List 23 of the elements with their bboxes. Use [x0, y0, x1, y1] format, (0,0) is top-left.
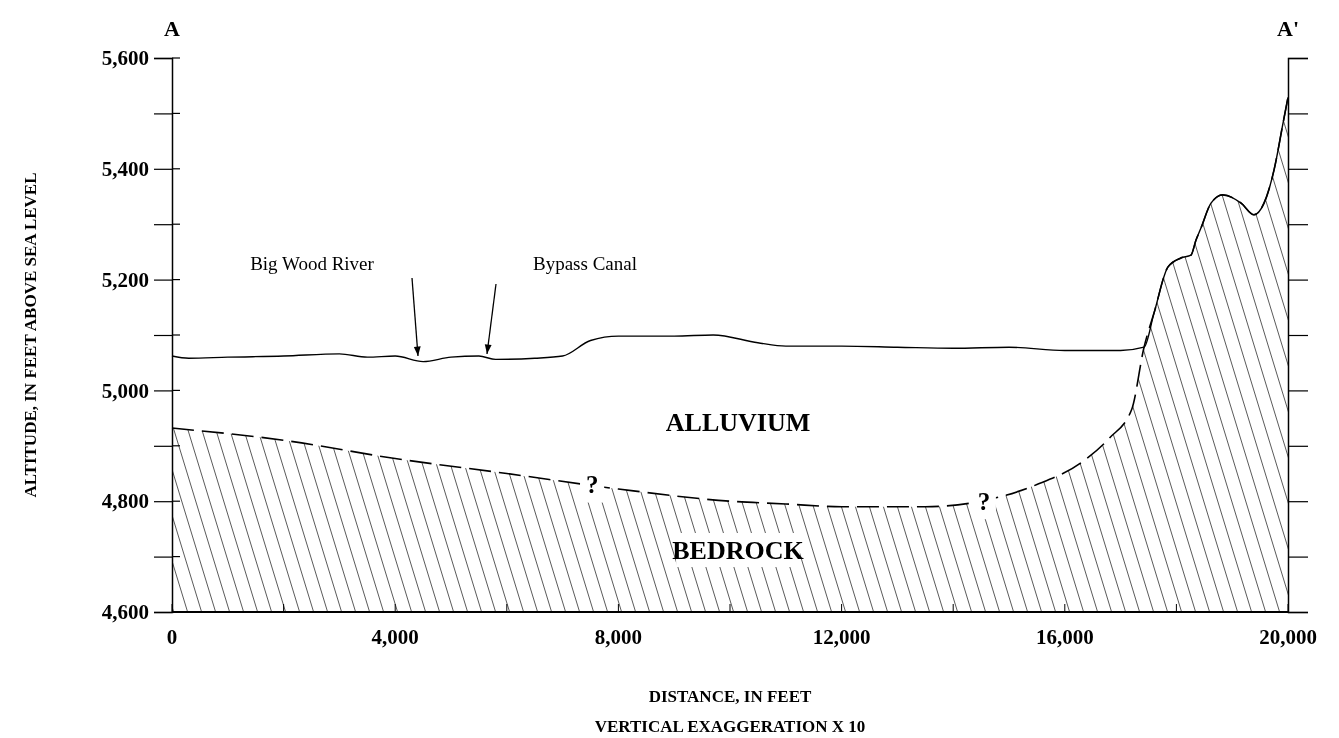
x-tick-label: 4,000 — [371, 625, 419, 649]
text: A' — [1277, 16, 1299, 41]
x-tick-label: 20,000 — [1259, 625, 1317, 649]
y-axis-title: ALTITUDE, IN FEET ABOVE SEA LEVEL — [20, 172, 40, 498]
annotation: BEDROCK — [672, 536, 805, 566]
text: A — [164, 16, 181, 41]
x-tick-label: 8,000 — [594, 625, 643, 649]
annotation: Big Wood River — [250, 253, 375, 274]
x-tick-label: 16,000 — [1035, 625, 1094, 649]
y-tick-label: 5,200 — [101, 267, 149, 292]
y-tick-label: 5,000 — [101, 378, 149, 403]
x-tick-label: 12,000 — [812, 625, 871, 649]
annotation: ? — [585, 471, 599, 499]
annotation: ? — [977, 487, 991, 515]
x-tick-label: 0 — [166, 625, 178, 649]
x-axis-title: DISTANCE, IN FEET — [648, 687, 812, 706]
y-tick-label: 4,600 — [101, 600, 149, 625]
y-tick-label: 5,400 — [101, 157, 149, 182]
annotation: Bypass Canal — [533, 253, 637, 274]
y-tick-label: 4,800 — [101, 489, 149, 514]
y-tick-label: 5,600 — [101, 46, 149, 71]
annotation: ALLUVIUM — [665, 408, 811, 438]
text: VERTICAL EXAGGERATION X 10 — [594, 717, 866, 736]
